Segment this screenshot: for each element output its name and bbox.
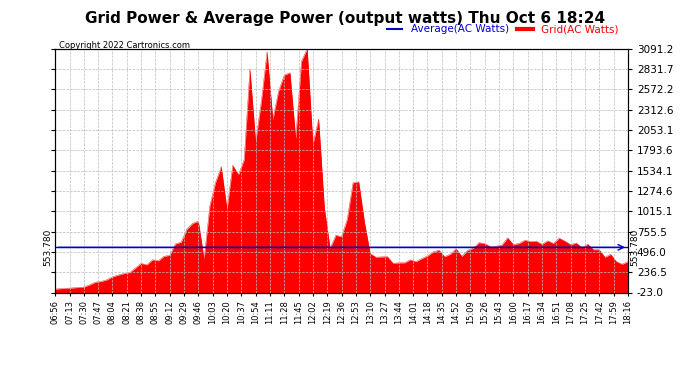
Legend: Average(AC Watts), Grid(AC Watts): Average(AC Watts), Grid(AC Watts) [382, 20, 622, 39]
Text: Grid Power & Average Power (output watts) Thu Oct 6 18:24: Grid Power & Average Power (output watts… [85, 11, 605, 26]
Text: 553.780: 553.780 [631, 229, 640, 266]
Text: 553.780: 553.780 [43, 229, 52, 266]
Text: Copyright 2022 Cartronics.com: Copyright 2022 Cartronics.com [59, 41, 190, 50]
